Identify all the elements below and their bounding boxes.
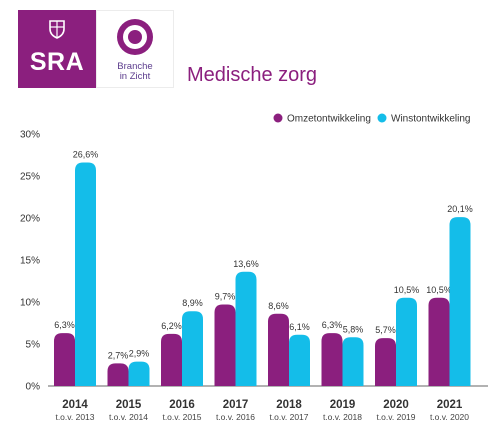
data-label-omzet-2021: 10,5%	[426, 285, 452, 295]
x-tick-label: 2021	[437, 399, 463, 411]
y-tick-label: 25%	[20, 172, 40, 183]
y-tick-label: 0%	[26, 382, 41, 393]
data-label-winst-2014: 26,6%	[73, 150, 99, 160]
y-tick-label: 30%	[20, 130, 40, 141]
x-tick-label: 2014	[62, 399, 88, 411]
bar-winst-2021	[449, 217, 471, 386]
data-label-winst-2017: 13,6%	[233, 259, 259, 269]
legend-marker-1	[273, 113, 283, 123]
x-tick-sublabel: t.o.v. 2015	[162, 412, 201, 422]
bar-winst-2019	[342, 337, 364, 386]
sra-logo-text: SRA	[29, 48, 85, 76]
bar-omzet-2021	[428, 297, 450, 386]
data-label-winst-2015: 2,9%	[129, 349, 150, 359]
x-tick-sublabel: t.o.v. 2017	[269, 412, 308, 422]
bar-omzet-2016	[161, 333, 182, 386]
bar-winst-2018	[289, 334, 310, 386]
x-tick-label: 2018	[276, 399, 302, 411]
x-tick-sublabel: t.o.v. 2013	[55, 412, 94, 422]
target-icon	[117, 19, 153, 55]
x-tick-sublabel: t.o.v. 2019	[376, 412, 415, 422]
x-tick-sublabel: t.o.v. 2016	[216, 412, 255, 422]
branche-in-zicht-logo: Branche in Zicht	[96, 10, 174, 88]
shield-icon	[49, 20, 65, 39]
data-label-omzet-2017: 9,7%	[215, 292, 236, 302]
x-tick-label: 2017	[223, 399, 249, 411]
legend: Omzetontwikkeling Winstontwikkeling	[273, 113, 470, 125]
data-label-winst-2021: 20,1%	[447, 204, 473, 214]
bar-omzet-2017	[214, 304, 236, 386]
data-label-omzet-2019: 6,3%	[322, 320, 343, 330]
chart-title: Medische zorg	[187, 64, 318, 86]
data-label-winst-2016: 8,9%	[182, 298, 203, 308]
data-label-omzet-2014: 6,3%	[54, 320, 75, 330]
bars: 6,3% 26,6% 2,7% 2,9% 6,2% 8,9% 9,7% 13,6% 8,6% 6,…	[54, 150, 473, 386]
bar-winst-2020	[396, 297, 417, 386]
data-label-omzet-2020: 5,7%	[375, 325, 396, 335]
data-label-omzet-2015: 2,7%	[108, 350, 129, 360]
data-label-winst-2018: 6,1%	[289, 322, 310, 332]
y-tick-label: 20%	[20, 214, 40, 225]
x-tick-label: 2016	[169, 399, 195, 411]
y-tick-label: 15%	[20, 256, 40, 267]
data-label-omzet-2018: 8,6%	[268, 301, 289, 311]
data-label-winst-2020: 10,5%	[394, 285, 420, 295]
bar-winst-2016	[182, 311, 203, 386]
bar-omzet-2014	[54, 333, 75, 386]
sra-logo: SRA	[18, 10, 96, 88]
branche-in-zicht-text: Branche in Zicht	[117, 61, 153, 82]
bar-omzet-2015	[107, 363, 129, 386]
bar-winst-2015	[128, 361, 150, 386]
x-tick-sublabel: t.o.v. 2018	[323, 412, 362, 422]
data-label-winst-2019: 5,8%	[343, 324, 364, 334]
x-tick-label: 2019	[330, 399, 356, 411]
x-tick-label: 2015	[116, 399, 142, 411]
bar-omzet-2020	[375, 338, 396, 386]
y-tick-label: 5%	[26, 340, 41, 351]
legend-label-1: Omzetontwikkeling	[287, 114, 371, 125]
bar-omzet-2019	[321, 333, 343, 386]
bar-winst-2017	[235, 271, 257, 386]
bar-omzet-2018	[268, 313, 289, 386]
data-label-omzet-2016: 6,2%	[161, 321, 182, 331]
x-tick-sublabel: t.o.v. 2020	[430, 412, 469, 422]
y-tick-label: 10%	[20, 298, 40, 309]
bar-winst-2014	[75, 162, 96, 386]
legend-label-2: Winstontwikkeling	[391, 114, 470, 125]
x-tick-label: 2020	[383, 399, 409, 411]
x-tick-sublabel: t.o.v. 2014	[109, 412, 148, 422]
legend-marker-2	[377, 113, 387, 123]
